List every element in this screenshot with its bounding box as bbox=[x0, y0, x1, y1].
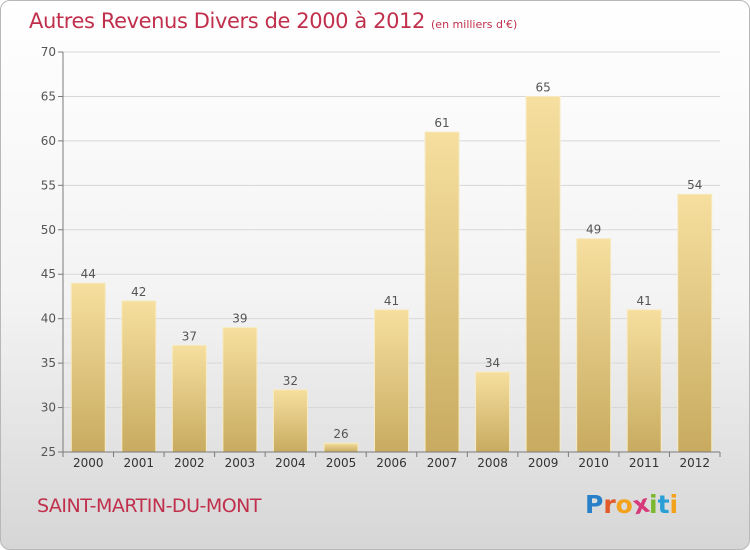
y-tick-label-55: 55 bbox=[41, 178, 56, 192]
logo-letter: i bbox=[649, 490, 658, 519]
data-label-2012: 54 bbox=[687, 178, 702, 192]
bar-2011 bbox=[626, 309, 662, 453]
x-tick-label-2005: 2005 bbox=[326, 456, 357, 470]
logo-letter: t bbox=[657, 490, 670, 519]
data-label-2011: 41 bbox=[637, 294, 652, 308]
bar-2009 bbox=[525, 95, 561, 453]
chart-title-unit: (en milliers d'€) bbox=[431, 18, 518, 31]
bar-2002 bbox=[171, 344, 207, 453]
bar-2008 bbox=[475, 371, 511, 453]
data-label-2000: 44 bbox=[81, 267, 96, 281]
bar-2010 bbox=[576, 238, 612, 453]
x-tick-label-2006: 2006 bbox=[376, 456, 407, 470]
bar-2005 bbox=[323, 442, 359, 453]
bar-2001 bbox=[121, 300, 157, 453]
data-label-2007: 61 bbox=[434, 116, 449, 130]
y-tick-label-35: 35 bbox=[41, 356, 56, 370]
y-tick-label-25: 25 bbox=[41, 445, 56, 459]
y-tick-label-60: 60 bbox=[41, 134, 56, 148]
bar-2000 bbox=[70, 282, 106, 453]
data-label-2009: 65 bbox=[535, 80, 550, 94]
logo-letter: r bbox=[603, 490, 616, 519]
y-tick-label-45: 45 bbox=[41, 267, 56, 281]
y-tick-label-50: 50 bbox=[41, 223, 56, 237]
data-label-2004: 32 bbox=[283, 374, 298, 388]
bar-2004 bbox=[272, 389, 308, 453]
data-label-2006: 41 bbox=[384, 294, 399, 308]
data-label-2002: 37 bbox=[182, 329, 197, 343]
y-tick-label-40: 40 bbox=[41, 312, 56, 326]
logo-letter: o bbox=[615, 490, 633, 519]
x-tick-label-2003: 2003 bbox=[225, 456, 256, 470]
x-tick-label-2012: 2012 bbox=[679, 456, 710, 470]
bar-2006 bbox=[374, 309, 409, 453]
y-tick-label-65: 65 bbox=[41, 89, 56, 103]
data-label-2008: 34 bbox=[485, 356, 500, 370]
data-label-2005: 26 bbox=[333, 427, 348, 441]
x-tick-label-2010: 2010 bbox=[578, 456, 609, 470]
x-tick-label-2008: 2008 bbox=[477, 456, 508, 470]
y-tick-label-70: 70 bbox=[41, 45, 56, 59]
logo-letter: P bbox=[585, 490, 604, 519]
bar-2003 bbox=[222, 327, 258, 453]
data-label-2001: 42 bbox=[131, 285, 146, 299]
x-tick-label-2011: 2011 bbox=[629, 456, 660, 470]
x-tick-label-2001: 2001 bbox=[124, 456, 155, 470]
bar-2007 bbox=[424, 131, 460, 453]
label-layer: 44 42 37 39 32 26 41 61 34 65 49 41 54 bbox=[81, 80, 703, 441]
proxiti-logo[interactable]: Proxiti bbox=[585, 489, 679, 521]
chart-title-main: Autres Revenus Divers de 2000 à 2012 bbox=[29, 9, 426, 33]
bar-2012 bbox=[677, 193, 713, 453]
data-label-2003: 39 bbox=[232, 312, 247, 326]
location-name: SAINT-MARTIN-DU-MONT bbox=[37, 495, 262, 517]
x-tick-label-2000: 2000 bbox=[73, 456, 104, 470]
logo-letter: i bbox=[669, 490, 679, 519]
x-tick-label-2004: 2004 bbox=[275, 456, 306, 470]
bar-layer bbox=[70, 95, 713, 453]
chart-title: Autres Revenus Divers de 2000 à 2012 (en … bbox=[29, 9, 517, 33]
axis-layer: 25 30 35 40 45 50 55 60 65 70 2000 2001 2002 2003 2004… bbox=[41, 45, 721, 470]
data-label-2010: 49 bbox=[586, 223, 601, 237]
y-tick-label-30: 30 bbox=[41, 401, 56, 415]
x-tick-label-2007: 2007 bbox=[427, 456, 458, 470]
x-tick-label-2002: 2002 bbox=[174, 456, 205, 470]
x-tick-label-2009: 2009 bbox=[528, 456, 559, 470]
